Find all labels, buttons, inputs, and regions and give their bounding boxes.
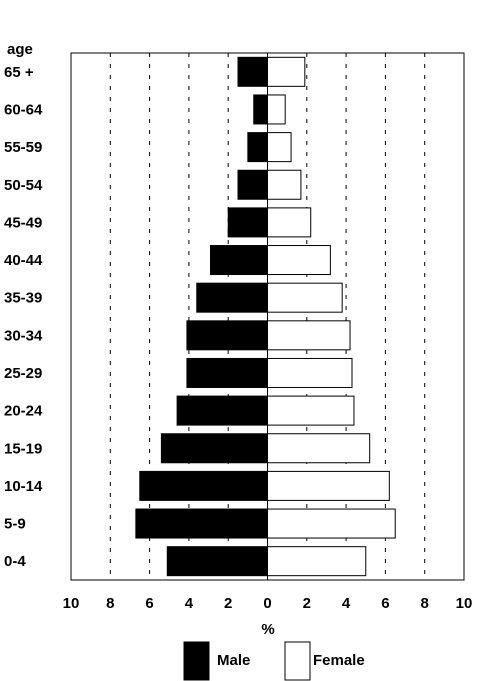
bar-male <box>196 282 268 313</box>
legend-swatch-female <box>284 641 311 681</box>
bar-male <box>186 320 268 351</box>
x-tick-label: 6 <box>145 595 153 612</box>
age-group-label: 15-19 <box>4 440 42 457</box>
age-group-label: 20-24 <box>4 403 43 420</box>
bar-male <box>227 207 268 238</box>
age-group-label: 60-64 <box>4 101 43 118</box>
x-tick-label: 0 <box>263 595 271 612</box>
legend-swatch-male <box>183 641 210 681</box>
bar-male <box>166 546 268 577</box>
age-group-label: 55-59 <box>4 139 42 156</box>
bar-male <box>139 470 268 501</box>
bar-female <box>267 546 367 577</box>
bars-group <box>135 53 396 580</box>
bar-male <box>160 433 268 464</box>
legend-label-male: Male <box>217 652 250 669</box>
legend: Male Female <box>183 641 365 681</box>
bar-male <box>176 395 268 426</box>
x-tick-label: 10 <box>456 595 473 612</box>
bar-female <box>267 395 355 426</box>
age-group-label: 35-39 <box>4 290 42 307</box>
bar-female <box>267 132 292 163</box>
age-group-label: 0-4 <box>4 553 26 570</box>
bar-female <box>267 357 353 388</box>
y-axis-title: age <box>7 41 33 58</box>
x-tick-labels: 10 8 6 4 2 0 2 4 6 8 10 <box>63 595 473 612</box>
bar-male <box>237 169 268 200</box>
age-group-label: 50-54 <box>4 177 43 194</box>
bar-male <box>253 94 268 125</box>
x-axis-title: % <box>261 621 274 638</box>
age-group-label: 10-14 <box>4 478 43 495</box>
bar-female <box>267 94 286 125</box>
age-group-label: 5-9 <box>4 516 26 533</box>
legend-label-female: Female <box>313 652 365 669</box>
bar-female <box>267 245 331 276</box>
x-tick-label: 2 <box>303 595 311 612</box>
age-group-label: 45-49 <box>4 214 42 231</box>
bar-male <box>186 357 268 388</box>
bar-female <box>267 56 306 87</box>
bar-female <box>267 470 390 501</box>
x-tick-label: 8 <box>421 595 429 612</box>
bar-male <box>135 508 268 539</box>
x-tick-label: 4 <box>342 595 351 612</box>
x-tick-label: 2 <box>224 595 232 612</box>
bar-female <box>267 207 312 238</box>
x-tick-label: 4 <box>185 595 194 612</box>
age-group-labels: 65 + 60-64 55-59 50-54 45-49 40-44 35-39 30-34 2… <box>4 64 43 570</box>
bar-female <box>267 320 351 351</box>
bar-male <box>237 56 268 87</box>
bar-male <box>247 132 269 163</box>
age-group-label: 30-34 <box>4 327 43 344</box>
age-group-label: 65 + <box>4 64 34 81</box>
x-tick-label: 10 <box>63 595 80 612</box>
age-group-label: 40-44 <box>4 252 43 269</box>
bar-female <box>267 169 302 200</box>
age-group-label: 25-29 <box>4 365 42 382</box>
x-tick-label: 8 <box>106 595 114 612</box>
bar-female <box>267 508 396 539</box>
x-tick-label: 6 <box>381 595 389 612</box>
bar-male <box>210 245 268 276</box>
bar-female <box>267 282 343 313</box>
bar-female <box>267 433 371 464</box>
